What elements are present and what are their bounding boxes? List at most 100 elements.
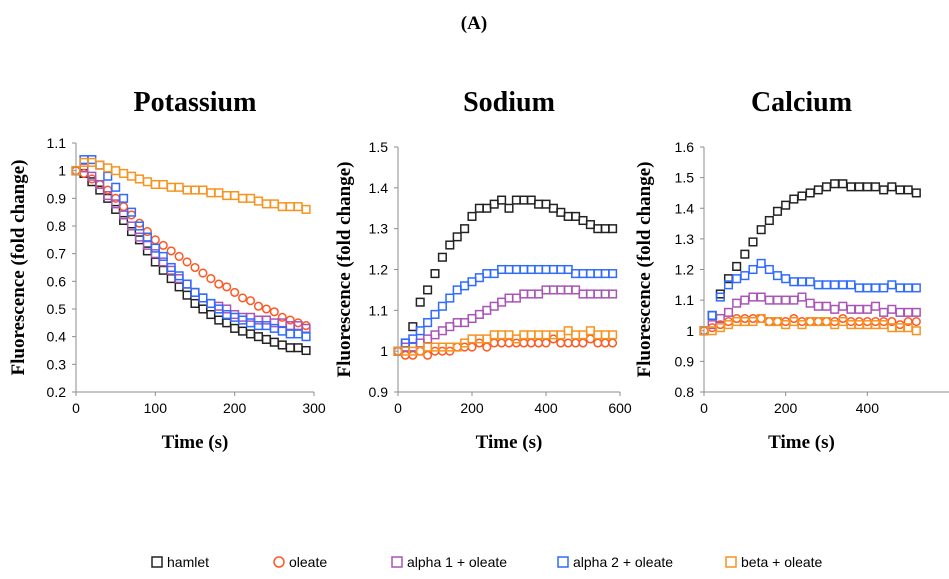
data-point	[887, 182, 897, 192]
legend-item-alpha-2-oleate: alpha 2 + oleate	[557, 554, 673, 570]
data-point	[821, 317, 832, 327]
data-point	[740, 249, 750, 259]
y-tick-label: 1.1	[675, 292, 695, 308]
data-point	[230, 287, 240, 297]
data-point	[740, 271, 750, 281]
data-point	[707, 310, 717, 320]
data-point	[269, 199, 279, 209]
data-point	[198, 304, 208, 314]
data-point	[541, 338, 551, 348]
data-point	[887, 280, 897, 290]
data-point	[748, 237, 758, 247]
legend: hamlet oleate alpha 1 + oleate alpha 2 + ol…	[151, 554, 823, 570]
data-point	[293, 329, 303, 339]
data-point	[563, 264, 573, 275]
data-point	[452, 285, 462, 295]
x-tick-label: 0	[72, 400, 80, 416]
data-point	[467, 313, 477, 324]
data-point	[504, 338, 514, 348]
data-point	[182, 290, 192, 300]
data-point	[230, 191, 240, 201]
data-point	[214, 301, 224, 311]
data-point	[600, 338, 610, 348]
data-point	[497, 264, 507, 275]
data-point	[854, 283, 864, 293]
data-point	[174, 182, 184, 192]
data-point	[474, 203, 484, 213]
data-point	[182, 257, 192, 267]
data-point	[293, 318, 303, 328]
series-alpha-1-oleate	[699, 292, 921, 336]
data-point	[238, 193, 248, 203]
data-point	[707, 310, 717, 320]
chart-sodium: Sodium 0.9 1 1.1 1.2 1.3 1.4 1.5 0 200 400 600 Time …	[334, 87, 632, 453]
data-point	[87, 157, 97, 167]
data-point	[214, 315, 224, 325]
data-point	[526, 289, 536, 299]
legend-marker	[725, 556, 737, 568]
data-point	[277, 312, 287, 322]
data-point	[903, 185, 913, 195]
data-point	[571, 285, 581, 295]
y-tick-label: 0.8	[47, 218, 67, 234]
data-point	[230, 309, 240, 320]
y-tick-label: 1.3	[675, 231, 695, 247]
data-point	[198, 185, 208, 195]
data-point	[222, 191, 232, 201]
y-tick-label: 1.4	[675, 200, 695, 216]
data-point	[174, 282, 184, 292]
panel-label: (A)	[461, 13, 487, 34]
data-point	[895, 307, 905, 317]
data-point	[497, 338, 507, 348]
data-point	[838, 280, 848, 290]
data-point	[158, 257, 168, 267]
legend-marker	[273, 556, 285, 568]
y-tick-label: 0.8	[675, 384, 695, 400]
y-tick-label: 0.4	[47, 329, 67, 345]
y-tick-label: 0.7	[47, 246, 67, 262]
data-point	[245, 329, 256, 339]
data-point	[482, 203, 492, 213]
data-point	[253, 332, 264, 342]
data-point	[238, 315, 248, 325]
data-point	[854, 182, 864, 192]
data-point	[174, 274, 184, 284]
data-point	[534, 264, 544, 275]
data-point	[285, 315, 295, 325]
data-point	[911, 283, 921, 293]
data-point	[830, 304, 840, 314]
data-point	[437, 326, 447, 336]
data-point	[182, 279, 192, 289]
data-point	[460, 224, 470, 234]
y-tick-label: 1.2	[369, 262, 389, 278]
data-point	[437, 252, 447, 262]
data-point	[556, 338, 566, 348]
data-point	[797, 191, 807, 201]
data-point	[838, 301, 848, 311]
data-point	[504, 264, 514, 275]
data-point	[190, 287, 200, 297]
legend-label: alpha 2 + oleate	[573, 554, 673, 570]
data-point	[534, 338, 544, 348]
data-point	[563, 211, 573, 221]
data-point	[111, 193, 121, 203]
data-point	[541, 264, 551, 275]
data-point	[415, 338, 425, 348]
data-point	[103, 185, 113, 195]
data-point	[269, 307, 279, 317]
data-point	[126, 210, 137, 220]
chart-title-potassium: Potassium	[134, 87, 257, 118]
data-point	[805, 277, 815, 287]
data-point	[608, 330, 618, 340]
data-point	[585, 326, 595, 336]
x-tick-label: 200	[460, 400, 484, 416]
legend-label: hamlet	[167, 554, 209, 570]
y-tick-label: 0.9	[675, 353, 695, 369]
data-point	[111, 166, 121, 176]
data-point	[781, 200, 791, 210]
data-point	[467, 277, 477, 287]
x-tick-label: 600	[608, 400, 632, 416]
legend-item-beta-oleate: beta + oleate	[725, 554, 823, 570]
data-point	[870, 301, 881, 311]
data-point	[423, 342, 433, 352]
